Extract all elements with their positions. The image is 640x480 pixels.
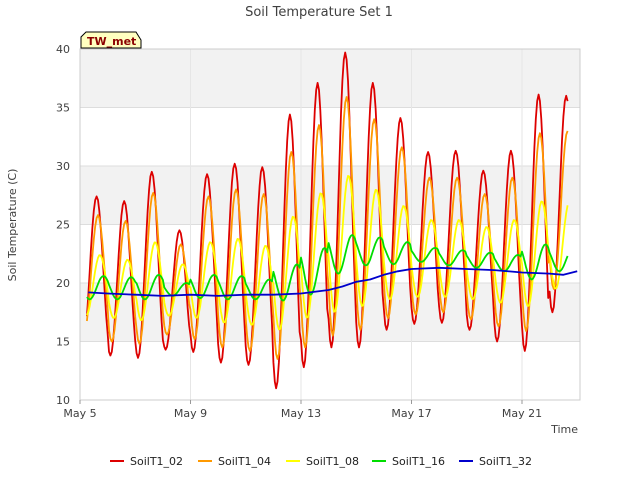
x-tick-label: May 13	[281, 407, 321, 420]
tw-met-badge: TW_met	[80, 31, 142, 49]
chart-title: Soil Temperature Set 1	[245, 5, 393, 20]
series-lines	[86, 51, 578, 390]
y-tick-label: 20	[56, 277, 70, 290]
badge-text: TW_met	[87, 35, 136, 48]
y-tick-label: 40	[56, 43, 70, 56]
x-axis-label: Time	[550, 423, 578, 436]
plot-band	[80, 341, 580, 400]
plot-bands	[80, 49, 580, 400]
y-axis-ticks: 10 15 20 25 30 35 40	[56, 43, 70, 407]
legend-label: SoilT1_02	[130, 455, 183, 468]
y-tick-label: 10	[56, 394, 70, 407]
y-tick-label: 30	[56, 160, 70, 173]
legend-label: SoilT1_08	[306, 455, 359, 468]
x-tick-label: May 5	[63, 407, 96, 420]
badge-shape	[80, 31, 142, 49]
y-axis-label: Soil Temperature (C)	[6, 169, 19, 282]
y-tick-label: 15	[56, 336, 70, 349]
x-tick-label: May 17	[391, 407, 431, 420]
plot-band	[80, 49, 580, 108]
series-line-soilt1-04	[86, 96, 569, 360]
legend: SoilT1_02 SoilT1_04 SoilT1_08 SoilT1_16 Soil…	[110, 455, 532, 468]
series-line-soilt1-32	[88, 266, 578, 297]
x-tick-label: May 9	[174, 407, 207, 420]
legend-label: SoilT1_16	[392, 455, 445, 468]
x-axis-ticks: May 5 May 9 May 13 May 17 May 21	[63, 400, 542, 420]
y-tick-label: 25	[56, 219, 70, 232]
legend-label: SoilT1_32	[479, 455, 532, 468]
legend-label: SoilT1_04	[218, 455, 271, 468]
plot-frame	[79, 48, 581, 401]
y-tick-label: 35	[56, 102, 70, 115]
plot-band	[80, 107, 580, 166]
series-line-soilt1-16	[86, 234, 569, 302]
plot-band	[80, 166, 580, 225]
x-tick-label: May 21	[502, 407, 542, 420]
